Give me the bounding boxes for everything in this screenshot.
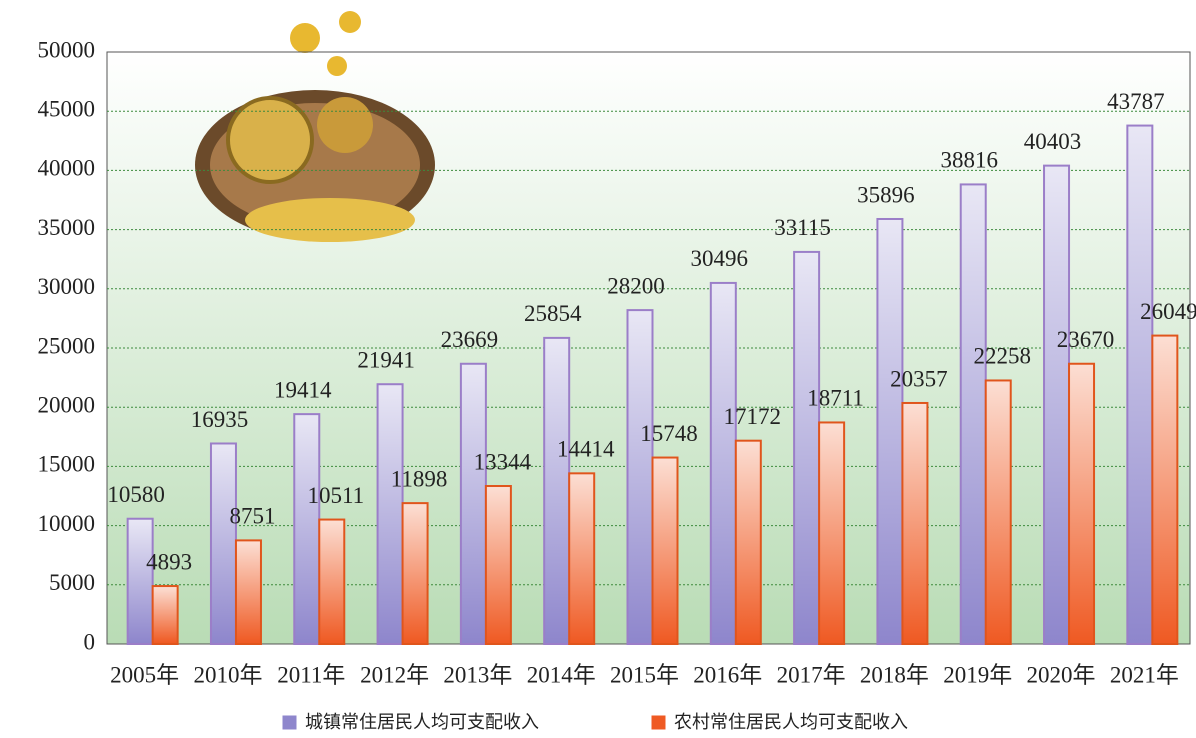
value-label: 28200 <box>607 273 665 298</box>
value-label: 8751 <box>229 504 275 529</box>
bar-highlight <box>486 487 510 643</box>
x-tick-label: 2018年 <box>860 662 929 687</box>
bar-highlight <box>378 385 402 643</box>
legend-swatch <box>651 715 666 730</box>
bar-highlight <box>1153 336 1177 643</box>
bar-highlight <box>570 474 594 643</box>
y-tick-label: 10000 <box>38 511 96 536</box>
value-label: 4893 <box>146 549 192 574</box>
value-label: 38816 <box>940 148 998 173</box>
value-label: 14414 <box>557 437 615 462</box>
bar-highlight <box>628 311 652 643</box>
bar-highlight <box>461 364 485 643</box>
value-label: 18711 <box>807 386 864 411</box>
y-tick-label: 40000 <box>38 156 96 181</box>
x-tick-label: 2016年 <box>693 662 762 687</box>
bar-highlight <box>403 504 427 643</box>
value-label: 35896 <box>857 182 915 207</box>
bar-highlight <box>236 541 260 643</box>
value-label: 23669 <box>441 327 499 352</box>
x-tick-label: 2019年 <box>943 662 1012 687</box>
bar-highlight <box>545 338 569 643</box>
value-label: 26049 <box>1140 299 1196 324</box>
y-tick-label: 25000 <box>38 333 96 358</box>
y-tick-label: 0 <box>84 629 96 654</box>
y-tick-label: 35000 <box>38 215 96 240</box>
value-label: 21941 <box>357 347 415 372</box>
bar-highlight <box>211 444 235 643</box>
x-tick-label: 2012年 <box>360 662 429 687</box>
value-label: 13344 <box>474 449 532 474</box>
bar-highlight <box>736 441 760 643</box>
x-tick-label: 2020年 <box>1027 662 1096 687</box>
value-label: 11898 <box>391 466 448 491</box>
bar-highlight <box>903 403 927 643</box>
bar-highlight <box>653 458 677 643</box>
bar-highlight <box>128 519 152 643</box>
value-label: 23670 <box>1057 327 1115 352</box>
y-tick-label: 30000 <box>38 274 96 299</box>
x-tick-label: 2017年 <box>777 662 846 687</box>
y-tick-label: 15000 <box>38 452 96 477</box>
y-tick-label: 45000 <box>38 96 96 121</box>
bar-highlight <box>1128 126 1152 644</box>
x-tick-label: 2011年 <box>277 662 345 687</box>
y-tick-label: 20000 <box>38 392 96 417</box>
bar-highlight <box>961 185 985 643</box>
value-label: 40403 <box>1024 129 1082 154</box>
bar-highlight <box>878 219 902 643</box>
legend-swatch <box>282 715 297 730</box>
value-label: 10511 <box>307 483 364 508</box>
bar-highlight <box>795 252 819 643</box>
value-label: 17172 <box>724 404 782 429</box>
value-label: 33115 <box>774 215 831 240</box>
value-label: 10580 <box>107 482 165 507</box>
bar-highlight <box>820 423 844 643</box>
x-tick-label: 2014年 <box>527 662 596 687</box>
bar-highlight <box>986 381 1010 643</box>
value-label: 20357 <box>890 366 948 391</box>
legend-label: 城镇常住居民人均可支配收入 <box>305 712 539 733</box>
x-tick-label: 2015年 <box>610 662 679 687</box>
x-tick-label: 2010年 <box>193 662 262 687</box>
x-tick-label: 2005年 <box>110 662 179 687</box>
value-label: 30496 <box>691 246 749 271</box>
value-label: 43787 <box>1107 89 1165 114</box>
bar-highlight <box>295 415 319 643</box>
x-tick-label: 2013年 <box>443 662 512 687</box>
value-label: 25854 <box>524 301 582 326</box>
value-label: 16935 <box>191 407 249 432</box>
x-tick-label: 2021年 <box>1110 662 1179 687</box>
value-label: 15748 <box>640 421 698 446</box>
bar-highlight <box>320 520 344 643</box>
value-label: 19414 <box>274 377 332 402</box>
bar-highlight <box>1045 166 1069 643</box>
piggy-bank-decoration <box>195 11 435 242</box>
bar-highlight <box>711 283 735 643</box>
legend-label: 农村常住居民人均可支配收入 <box>674 712 908 733</box>
value-label: 22258 <box>973 344 1031 369</box>
y-tick-label: 50000 <box>38 37 96 62</box>
y-tick-label: 5000 <box>49 570 95 595</box>
bar-highlight <box>153 587 177 643</box>
bar-highlight <box>1070 364 1094 643</box>
